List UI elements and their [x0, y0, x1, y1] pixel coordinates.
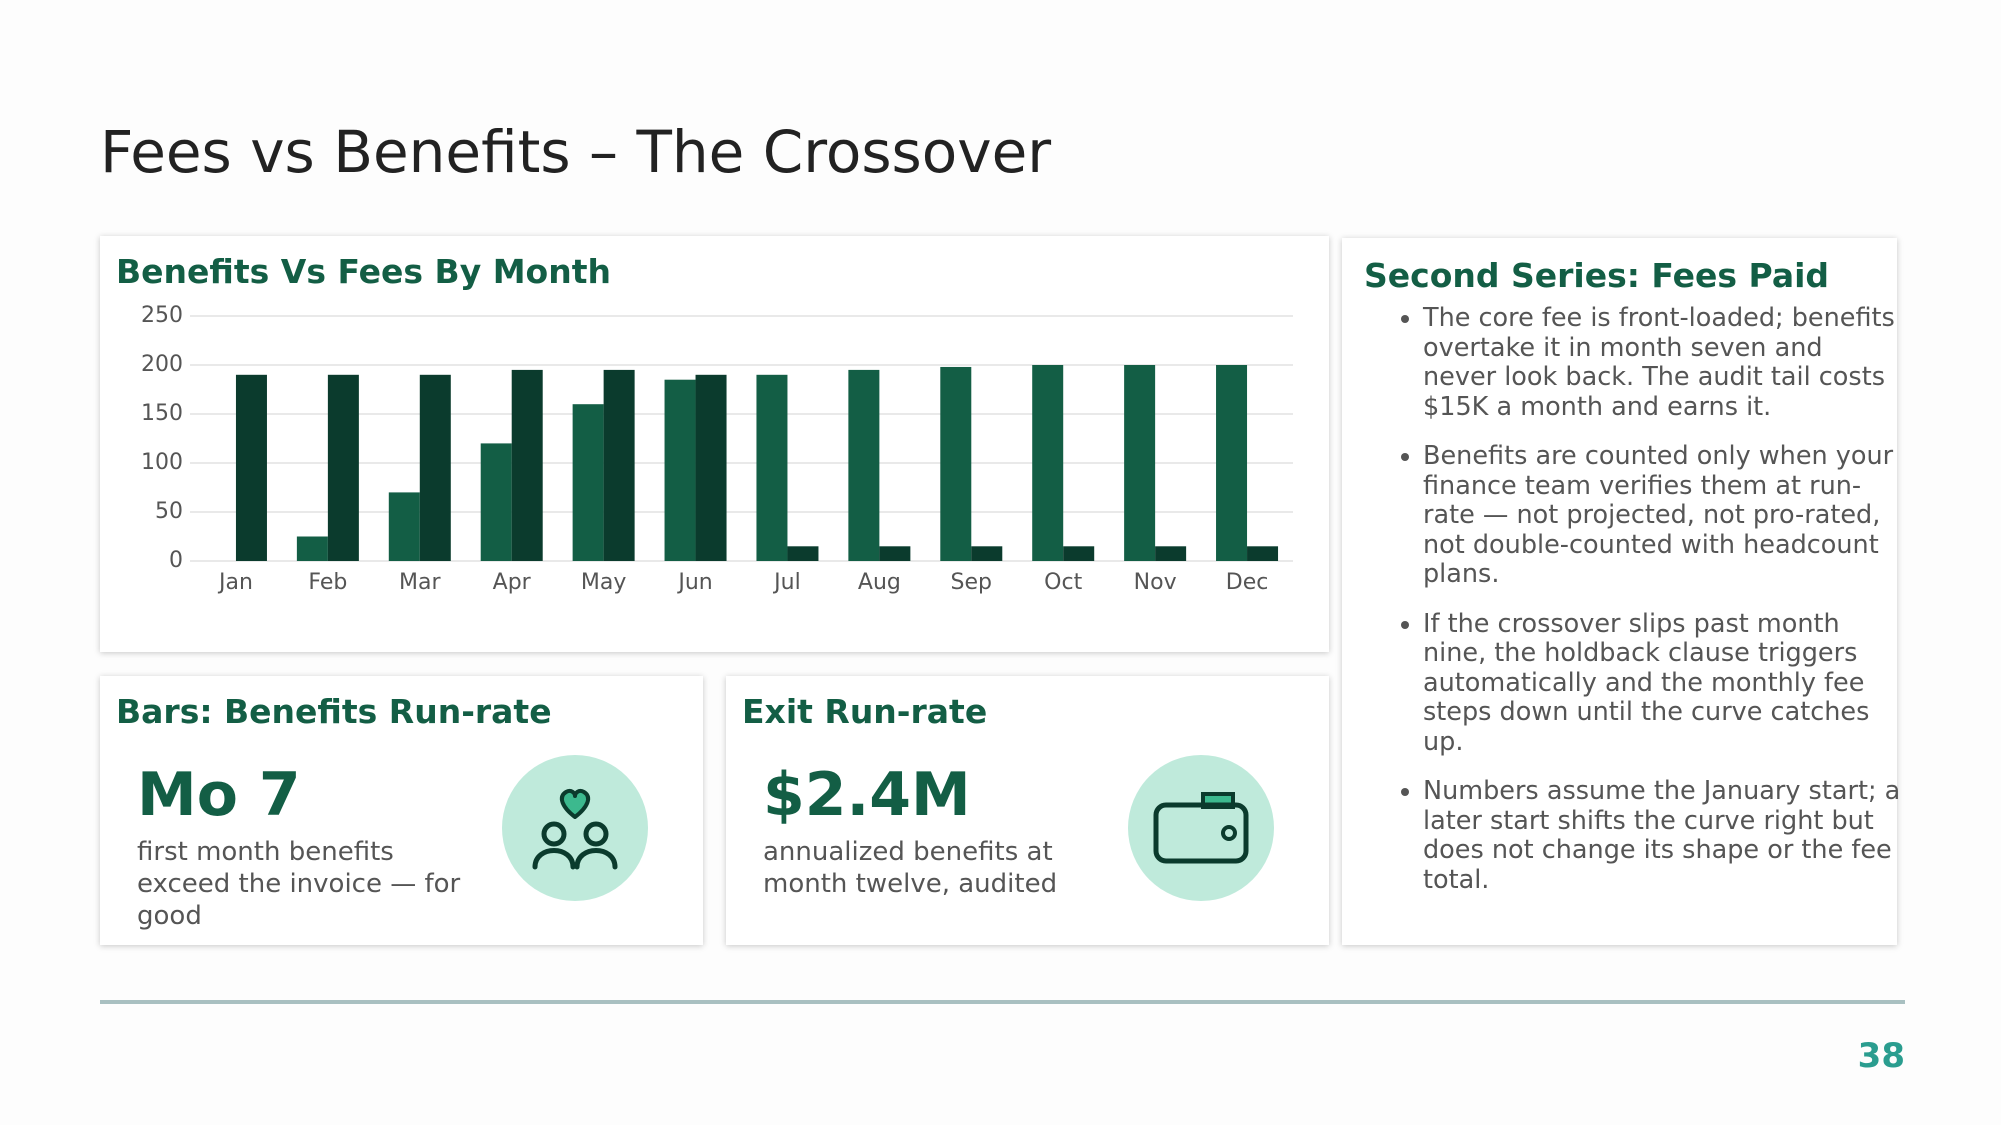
chart: 0 50 100 150 200 250 Jan Feb Mar Apr May Jun Jul Aug S…: [141, 303, 1293, 595]
bar: [1247, 546, 1279, 561]
wallet-icon: [1128, 755, 1274, 901]
x-tick-label: Jul: [772, 570, 801, 595]
bullet: Numbers assume the January start; a late…: [1423, 776, 1903, 895]
bar: [572, 404, 604, 561]
bullet: If the crossover slips past month nine, …: [1423, 609, 1903, 758]
x-tick-label: Dec: [1226, 570, 1269, 595]
bar: [1063, 546, 1095, 561]
x-tick-label: Sep: [951, 570, 992, 595]
y-tick-label: 50: [155, 499, 183, 524]
notes-card: Second Series: Fees Paid The core fee is…: [1342, 238, 1900, 945]
bullet: The core fee is front-loaded; benefits o…: [1423, 303, 1903, 422]
kpi-caption: annualized benefits at month twelve, aud…: [763, 837, 1058, 899]
x-tick-label: Oct: [1044, 570, 1082, 595]
bar: [511, 369, 543, 561]
kpi-title: Bars: Benefits Run-rate: [116, 692, 552, 731]
bar: [756, 374, 788, 561]
bullet-list: The core fee is front-loaded; benefits o…: [1382, 303, 1903, 915]
bar: [296, 536, 328, 561]
page-number: 38: [1857, 1036, 1905, 1076]
x-tick-label: Aug: [858, 570, 901, 595]
slide-title: Fees vs Benefits – The Crossover: [100, 118, 1052, 186]
bullet: Benefits are counted only when your fina…: [1423, 441, 1903, 590]
bar: [388, 492, 420, 561]
kpi-value: $2.4M: [763, 760, 971, 830]
bar: [419, 374, 451, 561]
x-tick-label: Mar: [399, 570, 441, 595]
y-tick-label: 250: [141, 303, 183, 328]
chart-card: Benefits Vs Fees By Month 0 50 100 150 200 25…: [100, 236, 1329, 652]
chart-title: Benefits Vs Fees By Month: [116, 252, 611, 291]
bar: [1155, 546, 1187, 561]
notes-title: Second Series: Fees Paid: [1364, 256, 1830, 295]
x-tick-label: Jan: [217, 570, 253, 595]
bar: [235, 374, 267, 561]
bar: [848, 369, 880, 561]
bar: [480, 443, 512, 561]
x-tick-label: May: [581, 570, 626, 595]
bar: [1032, 365, 1064, 561]
x-tick-label: Feb: [308, 570, 347, 595]
x-tick-label: Nov: [1134, 570, 1177, 595]
bar: [1124, 365, 1156, 561]
x-tick-label: Apr: [493, 570, 532, 595]
bar: [695, 374, 727, 561]
x-tick-label: Jun: [676, 570, 712, 595]
y-tick-label: 150: [141, 401, 183, 426]
bar: [1216, 365, 1248, 561]
bar: [879, 546, 911, 561]
y-tick-label: 100: [141, 450, 183, 475]
divider: [100, 1000, 1905, 1004]
bar: [971, 546, 1003, 561]
bar: [664, 379, 696, 561]
kpi-card: Exit Run-rate $2.4M annualized benefits …: [726, 676, 1329, 945]
bar: [940, 366, 972, 561]
people-icon: [502, 755, 648, 901]
bar: [787, 546, 819, 561]
kpi-value: Mo 7: [137, 760, 301, 830]
kpi-card: Bars: Benefits Run-rate Mo 7 first month…: [100, 676, 703, 945]
y-tick-label: 200: [141, 352, 183, 377]
y-tick-label: 0: [169, 548, 183, 573]
kpi-title: Exit Run-rate: [742, 692, 988, 731]
bar: [603, 369, 635, 561]
bar: [327, 374, 359, 561]
kpi-caption: first month benefits exceed the invoice …: [137, 837, 461, 931]
